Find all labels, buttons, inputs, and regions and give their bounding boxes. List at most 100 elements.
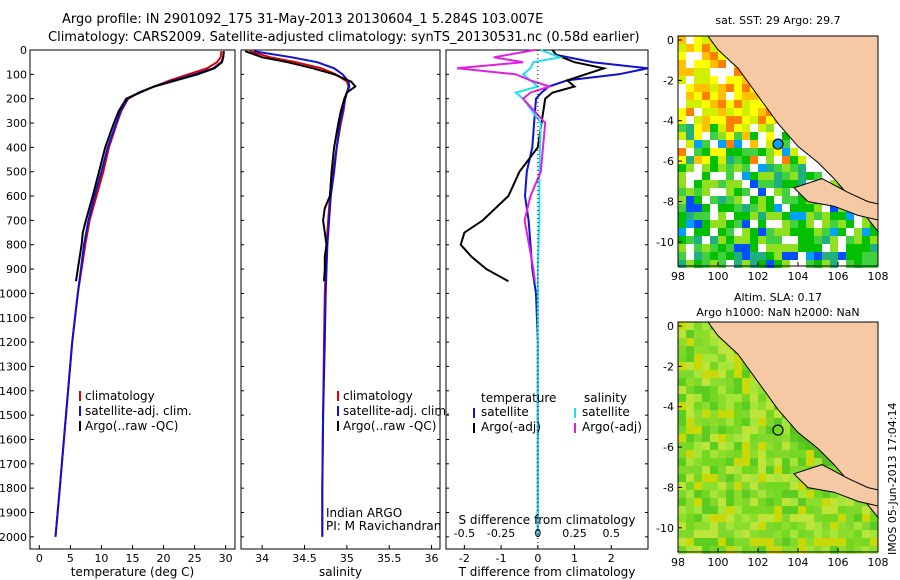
sla-cell bbox=[734, 378, 742, 386]
sla-cell bbox=[758, 442, 766, 450]
sla-cell bbox=[774, 474, 782, 482]
sst-cell bbox=[870, 260, 878, 268]
sst-cell bbox=[686, 100, 694, 108]
x-tick-label: -2 bbox=[459, 552, 470, 565]
sst-cell bbox=[718, 92, 726, 100]
sla-cell bbox=[718, 450, 726, 458]
sla-cell bbox=[750, 378, 758, 386]
sst-cell bbox=[718, 148, 726, 156]
argo-location-marker bbox=[772, 424, 784, 436]
sla-cell bbox=[686, 338, 694, 346]
sst-cell bbox=[710, 220, 718, 228]
sst-cell bbox=[790, 204, 798, 212]
sst-cell bbox=[686, 140, 694, 148]
sla-cell bbox=[702, 330, 710, 338]
sla-cell bbox=[710, 474, 718, 482]
sla-cell bbox=[702, 538, 710, 546]
sst-cell bbox=[774, 140, 782, 148]
sla-cell bbox=[742, 386, 750, 394]
sst-cell bbox=[750, 92, 758, 100]
panel-difference: T difference from climatology bbox=[445, 49, 649, 579]
sst-cell bbox=[734, 236, 742, 244]
sla-cell bbox=[678, 402, 686, 410]
sst-cell bbox=[750, 156, 758, 164]
sst-cell bbox=[838, 252, 846, 260]
sla-cell bbox=[742, 410, 750, 418]
sst-cell bbox=[686, 220, 694, 228]
sla-cell bbox=[814, 458, 822, 466]
sst-cell bbox=[782, 172, 790, 180]
sla-cell bbox=[822, 538, 830, 546]
sst-cell bbox=[742, 188, 750, 196]
sst-cell bbox=[694, 100, 702, 108]
sla-cell bbox=[686, 482, 694, 490]
sla-cell bbox=[702, 442, 710, 450]
x-tick-label: 10 bbox=[94, 552, 108, 565]
sla-cell bbox=[734, 410, 742, 418]
sla-cell bbox=[782, 538, 790, 546]
sst-cell bbox=[694, 36, 702, 44]
sst-cell bbox=[838, 228, 846, 236]
sst-cell bbox=[774, 212, 782, 220]
sla-cell bbox=[726, 378, 734, 386]
sst-cell bbox=[710, 84, 718, 92]
sla-cell bbox=[678, 498, 686, 506]
sla-cell bbox=[694, 346, 702, 354]
sst-cell bbox=[734, 188, 742, 196]
sla-cell bbox=[782, 514, 790, 522]
sla-cell bbox=[806, 514, 814, 522]
sst-cell bbox=[750, 172, 758, 180]
sla-cell bbox=[734, 386, 742, 394]
sla-cell bbox=[678, 530, 686, 538]
sla-cell bbox=[822, 506, 830, 514]
sst-cell bbox=[830, 180, 838, 188]
sla-cell bbox=[694, 426, 702, 434]
sst-cell bbox=[846, 260, 854, 268]
sla-cell bbox=[734, 482, 742, 490]
sla-cell bbox=[718, 354, 726, 362]
sst-cell bbox=[734, 148, 742, 156]
sst-cell bbox=[758, 172, 766, 180]
sst-cell bbox=[830, 204, 838, 212]
sst-cell bbox=[742, 204, 750, 212]
sla-cell bbox=[806, 506, 814, 514]
sst-cell bbox=[702, 204, 710, 212]
sst-cell bbox=[854, 228, 862, 236]
sla-cell bbox=[726, 418, 734, 426]
sla-cell bbox=[798, 530, 806, 538]
sst-cell bbox=[742, 84, 750, 92]
sst-cell bbox=[798, 204, 806, 212]
sla-cell bbox=[678, 338, 686, 346]
argo-location-marker bbox=[772, 138, 784, 150]
sla-cell bbox=[718, 458, 726, 466]
sst-cell bbox=[702, 172, 710, 180]
sst-cell bbox=[678, 252, 686, 260]
sla-cell bbox=[766, 402, 774, 410]
sla-cell bbox=[766, 450, 774, 458]
sst-cell bbox=[694, 244, 702, 252]
sla-cell bbox=[790, 546, 798, 554]
sst-cell bbox=[710, 252, 718, 260]
sla-cell bbox=[742, 530, 750, 538]
sla-cell bbox=[870, 514, 878, 522]
sst-cell bbox=[726, 196, 734, 204]
sst-cell bbox=[822, 228, 830, 236]
sst-cell bbox=[750, 100, 758, 108]
sla-cell bbox=[734, 442, 742, 450]
sla-cell bbox=[846, 522, 854, 530]
sst-cell bbox=[726, 220, 734, 228]
sst-cell bbox=[726, 84, 734, 92]
sst-cell bbox=[710, 124, 718, 132]
sla-cell bbox=[750, 450, 758, 458]
sst-cell bbox=[766, 140, 774, 148]
sla-cell bbox=[766, 530, 774, 538]
sla-cell bbox=[830, 530, 838, 538]
sla-cell bbox=[694, 530, 702, 538]
sst-cell bbox=[726, 124, 734, 132]
sst-cell bbox=[742, 100, 750, 108]
sla-cell bbox=[750, 466, 758, 474]
sla-cell bbox=[726, 482, 734, 490]
map-y-tick-label: -4 bbox=[663, 115, 674, 128]
sst-cell bbox=[734, 76, 742, 84]
sst-cell bbox=[790, 252, 798, 260]
